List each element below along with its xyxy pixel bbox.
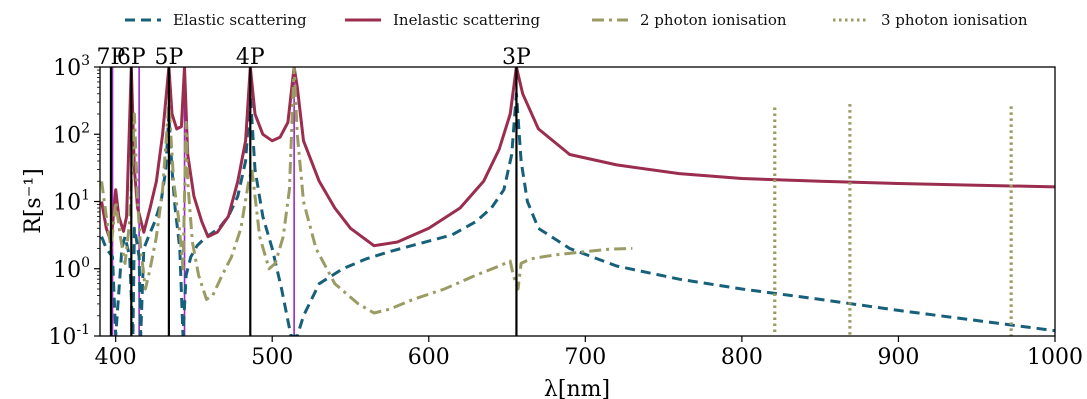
y-tick-label-0: 10-1 bbox=[48, 322, 90, 350]
y-tick-label-2: 101 bbox=[53, 188, 90, 216]
y-tick-label-4: 103 bbox=[53, 53, 90, 81]
x-tick-label-1000: 1000 bbox=[1027, 345, 1083, 370]
x-tick-label-700: 700 bbox=[564, 345, 606, 370]
resonance-label-7P: 7P bbox=[97, 45, 126, 70]
series-line-1 bbox=[100, 67, 1055, 248]
y-axis-label: R[s⁻¹] bbox=[21, 168, 46, 233]
x-tick-label-900: 900 bbox=[877, 345, 919, 370]
y-tick-label-1: 100 bbox=[53, 255, 90, 283]
x-tick-label-600: 600 bbox=[408, 345, 450, 370]
plot-frame bbox=[99, 66, 1056, 337]
x-tick-label-500: 500 bbox=[251, 345, 293, 370]
legend-label-2: 2 photon ionisation bbox=[640, 11, 787, 29]
resonance-label-4P: 4P bbox=[236, 45, 265, 70]
legend-label-3: 3 photon ionisation bbox=[881, 11, 1028, 29]
plot-area bbox=[100, 67, 1055, 336]
resonance-label-6P: 6P bbox=[117, 45, 146, 70]
resonance-label-5P: 5P bbox=[154, 45, 183, 70]
legend: Elastic scattering Inelastic scattering 2 … bbox=[125, 11, 1028, 29]
axes: 400 500 600 700 800 900 1000 10-1 100 101 102 103 bbox=[48, 53, 1083, 370]
series-layer bbox=[100, 67, 1055, 336]
resonance-lines bbox=[109, 67, 518, 336]
legend-label-1: Inelastic scattering bbox=[393, 11, 540, 29]
series-line-0 bbox=[100, 92, 1055, 336]
legend-label-0: Elastic scattering bbox=[173, 11, 307, 29]
x-tick-label-400: 400 bbox=[95, 345, 137, 370]
resonance-label-3P: 3P bbox=[502, 45, 531, 70]
x-axis-label: λ[nm] bbox=[544, 377, 610, 399]
y-tick-label-3: 102 bbox=[53, 120, 90, 148]
secondary-lines bbox=[111, 67, 295, 336]
x-tick-label-800: 800 bbox=[721, 345, 763, 370]
